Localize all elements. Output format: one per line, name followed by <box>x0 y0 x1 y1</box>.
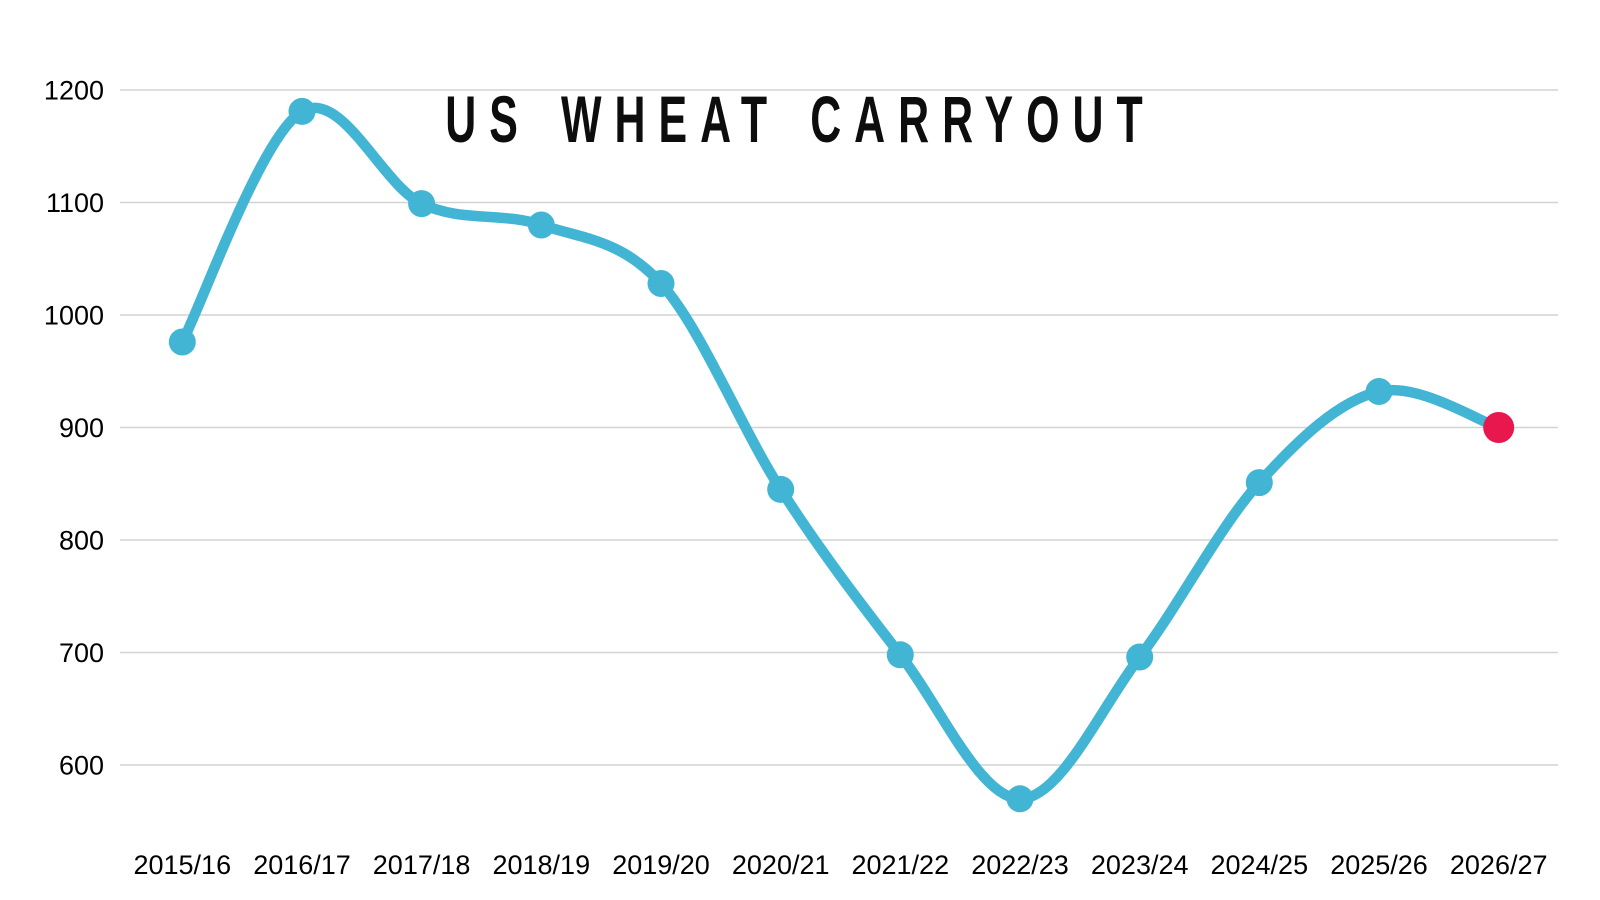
y-axis-tick-label: 600 <box>59 751 104 781</box>
x-axis-tick-label: 2018/19 <box>492 850 590 880</box>
x-axis-tick-label: 2024/25 <box>1210 850 1308 880</box>
y-axis-tick-label: 1100 <box>46 188 104 218</box>
x-axis-tick-label: 2023/24 <box>1091 850 1189 880</box>
data-point <box>288 97 316 125</box>
series-line <box>177 102 1504 805</box>
data-point <box>527 211 555 239</box>
data-point-highlighted <box>1483 412 1515 443</box>
x-axis-tick-label: 2020/21 <box>732 850 830 880</box>
x-axis-tick-label: 2019/20 <box>612 850 710 880</box>
x-axis-tick-label: 2025/26 <box>1330 850 1428 880</box>
data-point <box>767 475 795 503</box>
data-point <box>168 328 196 356</box>
data-point <box>1365 378 1393 405</box>
y-axis-tick-label: 900 <box>59 413 104 443</box>
x-axis-tick-label: 2022/23 <box>971 850 1069 880</box>
x-axis-tick-label: 2026/27 <box>1450 850 1548 880</box>
x-axis-tick-label: 2021/22 <box>851 850 949 880</box>
y-axis-tick-label: 800 <box>59 526 104 556</box>
data-point <box>647 270 675 297</box>
y-axis-tick-label: 1000 <box>44 301 104 331</box>
data-point <box>886 641 914 669</box>
x-axis-tick-label: 2015/16 <box>133 850 231 880</box>
data-point <box>1006 785 1034 813</box>
y-axis-tick-label: 700 <box>59 638 104 668</box>
data-point <box>1126 643 1154 671</box>
data-point <box>1245 469 1273 497</box>
y-axis-tick-label: 1200 <box>44 76 104 106</box>
x-axis-tick-label: 2016/17 <box>253 850 351 880</box>
data-point <box>408 190 436 218</box>
x-axis-tick-label: 2017/18 <box>373 850 471 880</box>
